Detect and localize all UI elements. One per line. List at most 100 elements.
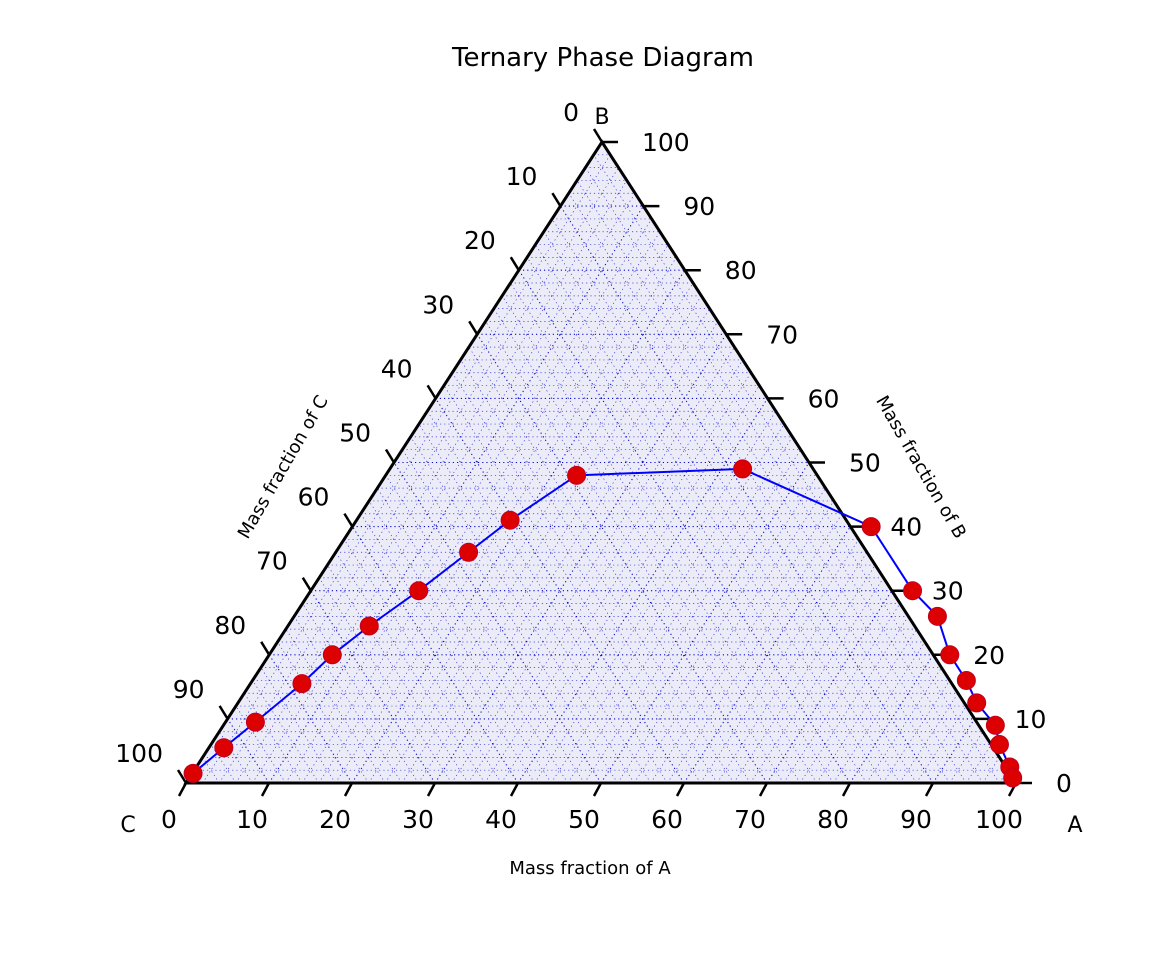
tick-mark-c (551, 192, 562, 207)
tick-label-b: 100 (642, 128, 690, 157)
corner-label-a: A (1067, 813, 1082, 838)
data-point (245, 712, 265, 732)
gridline-c (451, 372, 718, 783)
tick-mark-a (675, 782, 686, 797)
tick-mark-a (924, 782, 935, 797)
tick-mark-c (426, 384, 437, 400)
data-point (903, 581, 923, 601)
tick-label-a: 60 (651, 805, 683, 834)
data-point (322, 645, 342, 665)
gridline-a (766, 590, 893, 783)
tick-label-b: 70 (766, 320, 798, 349)
tick-label-b: 10 (1015, 705, 1047, 734)
data-point (967, 693, 987, 713)
gridline-c (243, 693, 303, 783)
tick-mark-c (384, 448, 396, 464)
data-series (183, 459, 1023, 788)
gridline-a (434, 334, 727, 783)
data-point (409, 581, 429, 601)
tick-label-c: 50 (339, 419, 371, 448)
gridline-a (401, 308, 710, 783)
gridline-c (476, 334, 768, 783)
gridline-c (318, 577, 452, 783)
gridline-c (559, 205, 934, 783)
tick-label-c: 20 (464, 226, 496, 255)
gridline-a (982, 757, 1000, 783)
tick-mark-c (218, 705, 229, 720)
gridline-a (833, 641, 926, 783)
tick-label-b: 80 (725, 256, 757, 285)
data-point (927, 606, 947, 626)
gridline-c (593, 154, 1000, 783)
data-point (1003, 768, 1023, 788)
gridline-c (543, 231, 901, 783)
gridline-a (916, 705, 967, 783)
gridline-a (750, 577, 884, 783)
tick-mark-a (509, 782, 520, 797)
data-point (940, 645, 960, 665)
gridline-a (816, 628, 917, 783)
tick-mark-c (509, 256, 520, 271)
tick-label-b: 0 (1056, 769, 1072, 798)
corner-label-c: C (120, 813, 135, 838)
gridline-c (510, 282, 834, 783)
tick-label-a: 50 (568, 805, 600, 834)
gridline-a (202, 154, 611, 783)
gridline-a (932, 718, 976, 783)
tick-mark-c (176, 769, 188, 784)
tick-label-c: 70 (256, 547, 288, 576)
tick-label-a: 70 (734, 805, 766, 834)
tick-label-c: 90 (173, 675, 205, 704)
gridline-c (268, 654, 353, 783)
tick-mark-c (468, 320, 479, 335)
tick-mark-a (758, 782, 769, 797)
tick-label-a: 30 (402, 805, 434, 834)
gridline-a (301, 231, 661, 783)
tick-mark-c (301, 577, 312, 592)
data-point (214, 738, 234, 758)
tick-label-c: 80 (214, 611, 246, 640)
data-point (956, 670, 976, 690)
tick-label-a: 0 (161, 805, 177, 834)
axis-title-c: Mass fraction of C (234, 392, 333, 542)
gridline-a (484, 372, 752, 783)
data-point (292, 674, 312, 694)
gridline-a (351, 269, 686, 783)
axis-ticks (176, 128, 1032, 797)
tick-label-c: 10 (506, 162, 538, 191)
tick-label-c: 30 (422, 290, 454, 319)
gridline-c (260, 667, 336, 783)
gridline-c (393, 462, 602, 783)
chart-title: Ternary Phase Diagram (451, 43, 754, 73)
tick-label-a: 10 (236, 805, 268, 834)
gridline-a (418, 321, 719, 783)
gridline-a (650, 500, 835, 783)
gridline-a (882, 680, 951, 783)
gridline-c (410, 436, 635, 783)
data-point (733, 459, 753, 479)
tick-mark-a (592, 782, 603, 797)
corner-label-b: B (594, 105, 609, 130)
tick-label-a: 100 (975, 805, 1023, 834)
data-point (359, 616, 379, 636)
tick-label-c: 60 (298, 483, 330, 512)
gridline-a (567, 436, 793, 783)
data-point (861, 517, 881, 537)
gridline-a (501, 385, 760, 783)
gridline-c (535, 244, 884, 783)
tick-label-b: 20 (973, 641, 1005, 670)
gridline-c (310, 590, 436, 783)
tick-label-b: 50 (849, 449, 881, 478)
gridline-a (285, 218, 652, 783)
tick-label-c: 0 (563, 98, 579, 127)
tick-mark-a (177, 782, 188, 797)
tick-mark-c (260, 641, 271, 656)
gridline-c (227, 718, 270, 783)
gridline-c (551, 218, 917, 783)
tick-label-a: 90 (900, 805, 932, 834)
gridline-c (202, 757, 220, 783)
data-point (989, 735, 1009, 755)
tick-label-a: 40 (485, 805, 517, 834)
gridline-c (526, 257, 867, 783)
gridline-a (683, 526, 851, 783)
